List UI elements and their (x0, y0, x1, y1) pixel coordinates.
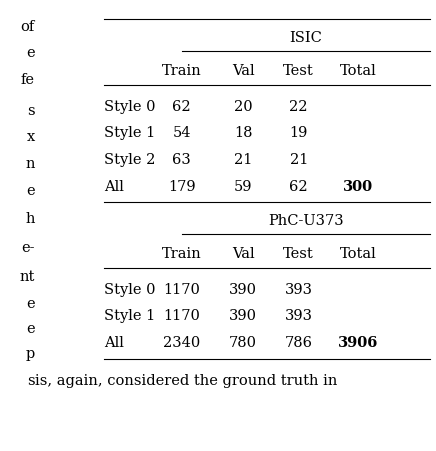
Text: 22: 22 (290, 100, 308, 114)
Text: p: p (26, 347, 35, 361)
Text: All: All (104, 335, 124, 349)
Text: is, again, considered the ground truth in: is, again, considered the ground truth i… (35, 373, 337, 387)
Text: All: All (104, 179, 124, 193)
Text: e: e (26, 46, 35, 60)
Text: Test: Test (283, 64, 314, 78)
Text: 21: 21 (234, 152, 252, 166)
Text: 786: 786 (285, 335, 313, 349)
Text: 390: 390 (229, 282, 257, 296)
Text: e: e (26, 296, 35, 310)
Text: 2340: 2340 (163, 335, 200, 349)
Text: Style 1: Style 1 (104, 309, 156, 323)
Text: 390: 390 (229, 309, 257, 323)
Text: e-: e- (21, 241, 35, 254)
Text: 62: 62 (290, 179, 308, 193)
Text: h: h (25, 212, 35, 226)
Text: s: s (27, 373, 35, 387)
Text: Style 1: Style 1 (104, 126, 156, 140)
Text: 393: 393 (285, 282, 313, 296)
Text: Val: Val (232, 64, 255, 78)
Text: 1170: 1170 (163, 282, 200, 296)
Text: Style 2: Style 2 (104, 152, 156, 166)
Text: e: e (26, 183, 35, 197)
Text: Train: Train (162, 64, 201, 78)
Text: 3906: 3906 (338, 335, 378, 349)
Text: Style 0: Style 0 (104, 282, 156, 296)
Text: 19: 19 (290, 126, 308, 140)
Text: e: e (26, 321, 35, 335)
Text: x: x (27, 130, 35, 144)
Text: ISIC: ISIC (289, 31, 322, 45)
Text: 179: 179 (168, 179, 195, 193)
Text: 63: 63 (172, 152, 191, 166)
Text: 18: 18 (234, 126, 252, 140)
Text: 780: 780 (229, 335, 257, 349)
Text: 21: 21 (290, 152, 308, 166)
Text: 393: 393 (285, 309, 313, 323)
Text: 1170: 1170 (163, 309, 200, 323)
Text: Total: Total (340, 64, 377, 78)
Text: 54: 54 (172, 126, 191, 140)
Text: 59: 59 (234, 179, 252, 193)
Text: Val: Val (232, 246, 255, 260)
Text: fe: fe (21, 73, 35, 87)
Text: PhC-U373: PhC-U373 (268, 213, 344, 227)
Text: Total: Total (340, 246, 377, 260)
Text: s: s (27, 104, 35, 118)
Text: n: n (25, 156, 35, 170)
Text: nt: nt (20, 269, 35, 283)
Text: Test: Test (283, 246, 314, 260)
Text: 20: 20 (234, 100, 252, 114)
Text: 62: 62 (172, 100, 191, 114)
Text: of: of (20, 20, 35, 33)
Text: Train: Train (162, 246, 201, 260)
Text: 300: 300 (343, 179, 373, 193)
Text: Style 0: Style 0 (104, 100, 156, 114)
